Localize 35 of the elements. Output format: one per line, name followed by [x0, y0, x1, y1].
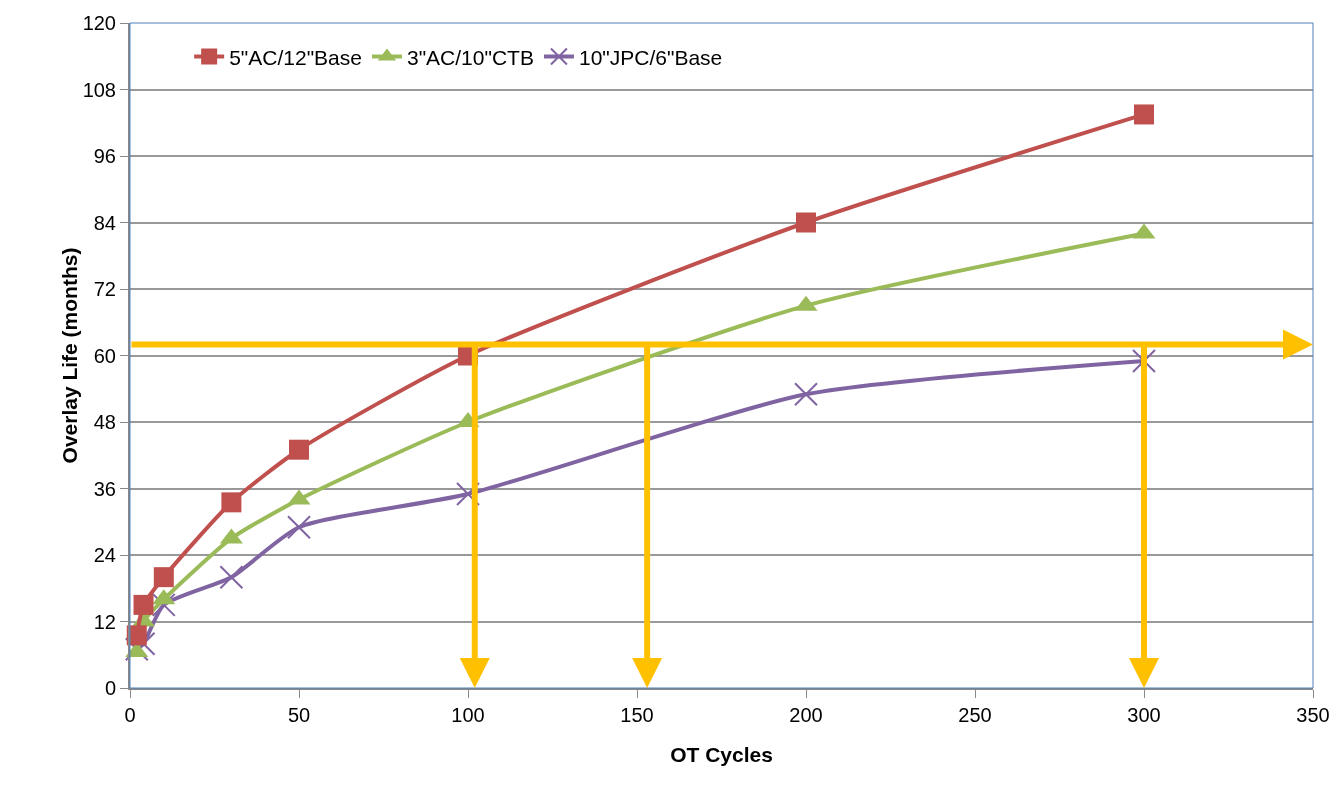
y-tick-label: 36 — [93, 477, 116, 500]
x-tick-label: 350 — [1296, 704, 1330, 726]
point — [133, 594, 154, 615]
y-tick-label: 24 — [93, 544, 116, 566]
legend-label: 5"AC/12"Base — [229, 45, 362, 69]
x-tick-label: 200 — [789, 704, 823, 726]
point — [221, 492, 242, 513]
x-tick-label: 100 — [451, 704, 485, 726]
legend-label: 3"AC/10"CTB — [406, 45, 534, 69]
point — [219, 565, 244, 590]
y-tick-label: 108 — [82, 78, 116, 101]
x-tick-label: 300 — [1127, 704, 1161, 726]
point — [796, 212, 816, 233]
y-tick-label: 60 — [93, 344, 116, 367]
y-axis-title: Overlay Life (months) — [58, 247, 81, 464]
x-tick-label: 50 — [287, 704, 311, 726]
y-tick-label: 72 — [93, 278, 116, 300]
y-tick-label: 120 — [82, 12, 116, 34]
point — [456, 482, 480, 507]
point — [287, 515, 311, 540]
x-axis-title: OT Cycles — [670, 743, 773, 766]
y-tick-label: 12 — [93, 610, 116, 633]
point — [1132, 349, 1156, 374]
x-tick-label: 250 — [958, 704, 992, 726]
legend-label: 10"JPC/6"Base — [578, 45, 723, 69]
y-tick-label: 48 — [93, 411, 116, 433]
y-tick-label: 84 — [93, 211, 116, 234]
x-tick-label: 150 — [620, 704, 654, 726]
y-tick-label: 0 — [104, 677, 116, 699]
point — [1134, 104, 1154, 125]
point — [794, 382, 818, 407]
point — [289, 439, 309, 460]
x-tick-label: 0 — [124, 704, 136, 726]
point — [153, 567, 174, 588]
y-tick-label: 96 — [93, 145, 116, 167]
